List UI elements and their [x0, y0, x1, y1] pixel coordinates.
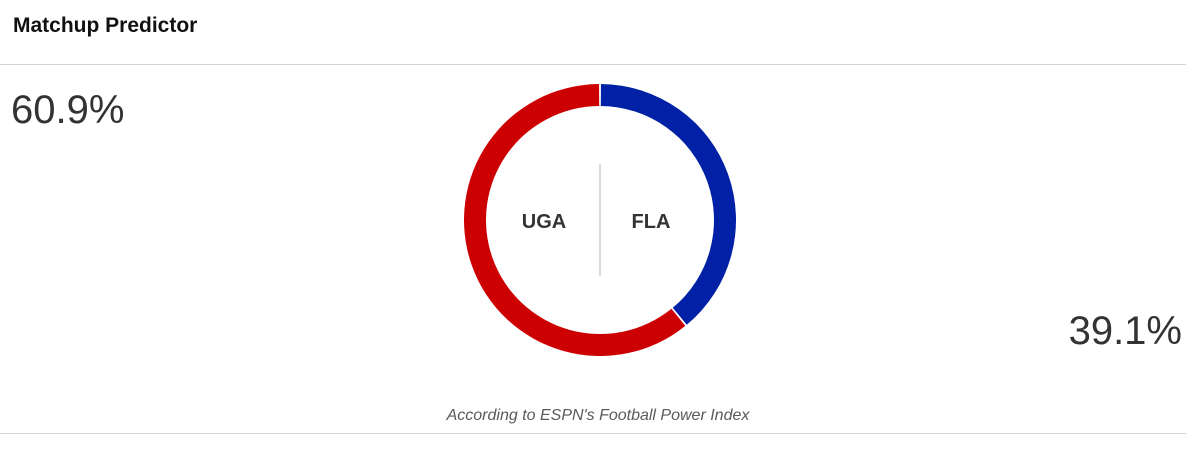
donut-slice-uga: [464, 84, 686, 357]
home-team-win-probability: 60.9%: [11, 88, 125, 132]
win-probability-donut-chart: UGA FLA: [464, 84, 736, 357]
away-team-label: FLA: [632, 211, 671, 233]
donut-slice-fla: [600, 84, 736, 325]
header-divider: [0, 64, 1186, 65]
widget-title: Matchup Predictor: [13, 14, 198, 37]
source-footnote: According to ESPN's Football Power Index: [446, 407, 750, 424]
home-team-label: UGA: [522, 211, 566, 233]
away-team-win-probability: 39.1%: [1068, 309, 1182, 353]
footer-divider: [0, 433, 1186, 434]
